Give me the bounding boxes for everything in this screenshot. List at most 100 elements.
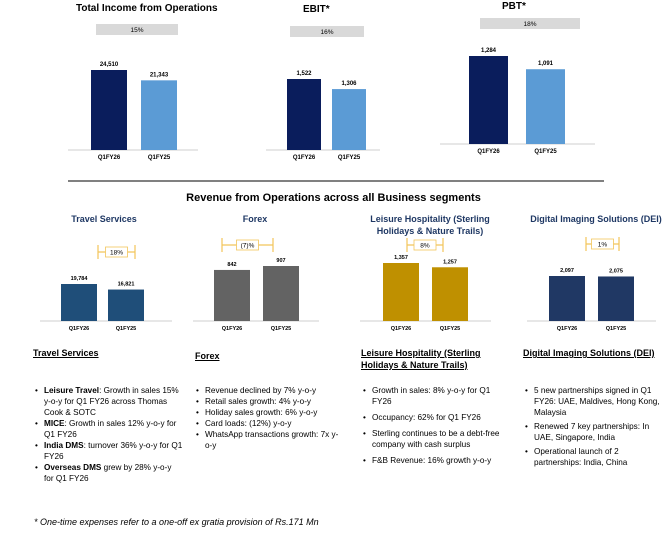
forex-bullet-item: Holiday sales growth: 6% y-o-y xyxy=(196,407,345,418)
category-label: Q1FY25 xyxy=(116,326,136,332)
bar-q1fy25 xyxy=(526,69,565,144)
dei-bullet-item: Operational launch of 2 partnerships: In… xyxy=(525,446,663,468)
section-title: Revenue from Operations across all Busin… xyxy=(186,192,481,204)
growth-badge xyxy=(480,18,580,29)
forex-bullet-item: WhatsApp transactions growth: 7x y-o-y xyxy=(196,429,345,451)
forex-bullet-text: Retail sales growth: 4% y-o-y xyxy=(205,397,312,406)
dei-bullet-text: 5 new partnerships signed in Q1 FY26: UA… xyxy=(534,386,660,417)
section-travel-heading: Travel Services xyxy=(33,348,99,358)
chart-leisure-hospitality: 8% 1,357 Q1FY26 1,257 Q1FY25 xyxy=(360,238,491,332)
data-label: 2,075 xyxy=(609,268,623,274)
data-label: 842 xyxy=(227,262,236,268)
data-label: 907 xyxy=(276,258,285,264)
bar-q1fy25 xyxy=(432,267,468,321)
category-label: Q1FY25 xyxy=(606,326,626,332)
dei-bullet-text: Operational launch of 2 partnerships: In… xyxy=(534,447,628,467)
segment-title-leisure: Leisure Hospitality (Sterling Holidays &… xyxy=(370,214,490,236)
growth-badge xyxy=(96,24,178,35)
bar-q1fy26 xyxy=(287,79,321,150)
category-label: Q1FY25 xyxy=(534,149,557,155)
segment-title-dei: Digital Imaging Solutions (DEI) xyxy=(530,214,662,224)
growth-label: 16% xyxy=(320,29,333,36)
chart-ebit: 16% 1,522 Q1FY26 1,306 Q1FY25 xyxy=(266,26,380,161)
leisure-bullet-text: Occupancy: 62% for Q1 FY26 xyxy=(372,413,481,422)
category-label: Q1FY25 xyxy=(440,326,460,332)
section-dei: Digital Imaging Solutions (DEI) 5 new pa… xyxy=(523,347,663,471)
data-label: 24,510 xyxy=(100,62,119,68)
travel-bullet-item: Leisure Travel: Growth in sales 15% y-o-… xyxy=(35,385,183,418)
data-label: 1,284 xyxy=(481,48,497,54)
chart-travel-services: 18% 19,784 Q1FY26 16,821 Q1FY25 xyxy=(40,245,172,332)
leisure-bullet-item: Growth in sales: 8% y-o-y for Q1 FY26 xyxy=(363,385,503,407)
bar-q1fy25 xyxy=(332,89,366,150)
travel-bullet-text: : Growth in sales 12% y-o-y for Q1 FY26 xyxy=(44,419,177,439)
travel-bullet-bold: Overseas DMS xyxy=(44,463,102,472)
section-leisure: Leisure Hospitality (Sterling Holidays &… xyxy=(361,347,503,466)
category-label: Q1FY26 xyxy=(391,326,411,332)
category-label: Q1FY26 xyxy=(222,326,242,332)
growth-label: 8% xyxy=(420,242,430,249)
category-label: Q1FY26 xyxy=(69,326,89,332)
dei-bullet-item: Renewed 7 key partnerships: In UAE, Sing… xyxy=(525,421,663,443)
leisure-bullet-text: Sterling continues to be a debt-free com… xyxy=(372,429,500,449)
bar-q1fy25 xyxy=(141,80,177,150)
bar-q1fy26 xyxy=(61,284,97,321)
travel-bullet-bold: India DMS xyxy=(44,441,84,450)
section-travel: Travel Services Leisure Travel: Growth i… xyxy=(33,347,183,484)
travel-bullet-item: Overseas DMS grew by 28% y-o-y for Q1 FY… xyxy=(35,462,183,484)
forex-bullet-text: WhatsApp transactions growth: 7x y-o-y xyxy=(205,430,339,450)
bar-q1fy26 xyxy=(214,269,250,321)
bar-q1fy26 xyxy=(91,70,127,150)
section-travel-list: Leisure Travel: Growth in sales 15% y-o-… xyxy=(33,385,183,484)
growth-badge xyxy=(290,26,364,37)
section-forex-list: Revenue declined by 7% y-o-y Retail sales… xyxy=(195,385,345,451)
forex-bullet-text: Holiday sales growth: 6% y-o-y xyxy=(205,408,318,417)
data-label: 1,522 xyxy=(296,71,312,77)
chart-pbt: 18% 1,284 Q1FY26 1,091 Q1FY25 xyxy=(440,18,595,155)
category-label: Q1FY26 xyxy=(557,326,577,332)
bar-q1fy26 xyxy=(383,263,419,321)
growth-label-box xyxy=(236,239,259,251)
chart-title-ebit: EBIT* xyxy=(303,4,330,15)
growth-label-box xyxy=(413,239,437,251)
growth-label: 1% xyxy=(598,241,608,248)
chart-title-total-income: Total Income from Operations xyxy=(76,3,218,14)
travel-bullet-item: MICE: Growth in sales 12% y-o-y for Q1 F… xyxy=(35,418,183,440)
forex-bullet-text: Card loads: (12%) y-o-y xyxy=(205,419,292,428)
section-dei-list: 5 new partnerships signed in Q1 FY26: UA… xyxy=(523,385,663,468)
section-forex-heading: Forex xyxy=(195,351,220,361)
travel-bullet-item: India DMS: turnover 36% y-o-y for Q1 FY2… xyxy=(35,440,183,462)
data-label: 19,784 xyxy=(71,276,89,282)
category-label: Q1FY25 xyxy=(338,155,361,161)
travel-bullet-text: : Growth in sales 15% y-o-y for Q1 FY26 … xyxy=(44,386,179,417)
category-label: Q1FY25 xyxy=(271,326,291,332)
data-label: 2,097 xyxy=(560,268,574,274)
section-leisure-heading: Leisure Hospitality (Sterling Holidays &… xyxy=(361,348,481,370)
data-label: 1,091 xyxy=(538,61,554,67)
forex-bullet-item: Card loads: (12%) y-o-y xyxy=(196,418,345,429)
growth-label: 18% xyxy=(523,21,536,28)
travel-bullet-text: : turnover 36% y-o-y for Q1 FY26 xyxy=(44,441,183,461)
growth-label-box xyxy=(105,246,128,258)
leisure-bullet-item: Occupancy: 62% for Q1 FY26 xyxy=(363,412,503,423)
section-forex: Forex Revenue declined by 7% y-o-y Retail… xyxy=(195,350,345,451)
dei-bullet-item: 5 new partnerships signed in Q1 FY26: UA… xyxy=(525,385,663,418)
leisure-bullet-item: F&B Revenue: 16% growth y-o-y xyxy=(363,455,503,466)
segment-title-forex: Forex xyxy=(242,214,268,224)
category-label: Q1FY26 xyxy=(98,155,121,161)
category-label: Q1FY25 xyxy=(148,155,171,161)
segment-title-travel: Travel Services xyxy=(71,214,137,224)
forex-bullet-text: Revenue declined by 7% y-o-y xyxy=(205,386,317,395)
bar-q1fy25 xyxy=(108,289,144,321)
bar-q1fy25 xyxy=(263,266,299,321)
chart-forex: (7)% 842 Q1FY26 907 Q1FY25 xyxy=(193,238,319,332)
category-label: Q1FY26 xyxy=(477,149,500,155)
category-label: Q1FY26 xyxy=(293,155,316,161)
chart-total-income: 15% 24,510 Q1FY26 21,343 Q1FY25 xyxy=(68,24,198,161)
travel-bullet-bold: Leisure Travel xyxy=(44,386,100,395)
section-dei-heading: Digital Imaging Solutions (DEI) xyxy=(523,348,655,358)
forex-bullet-item: Revenue declined by 7% y-o-y xyxy=(196,385,345,396)
growth-label: 15% xyxy=(130,27,143,34)
bar-q1fy26 xyxy=(469,56,508,144)
